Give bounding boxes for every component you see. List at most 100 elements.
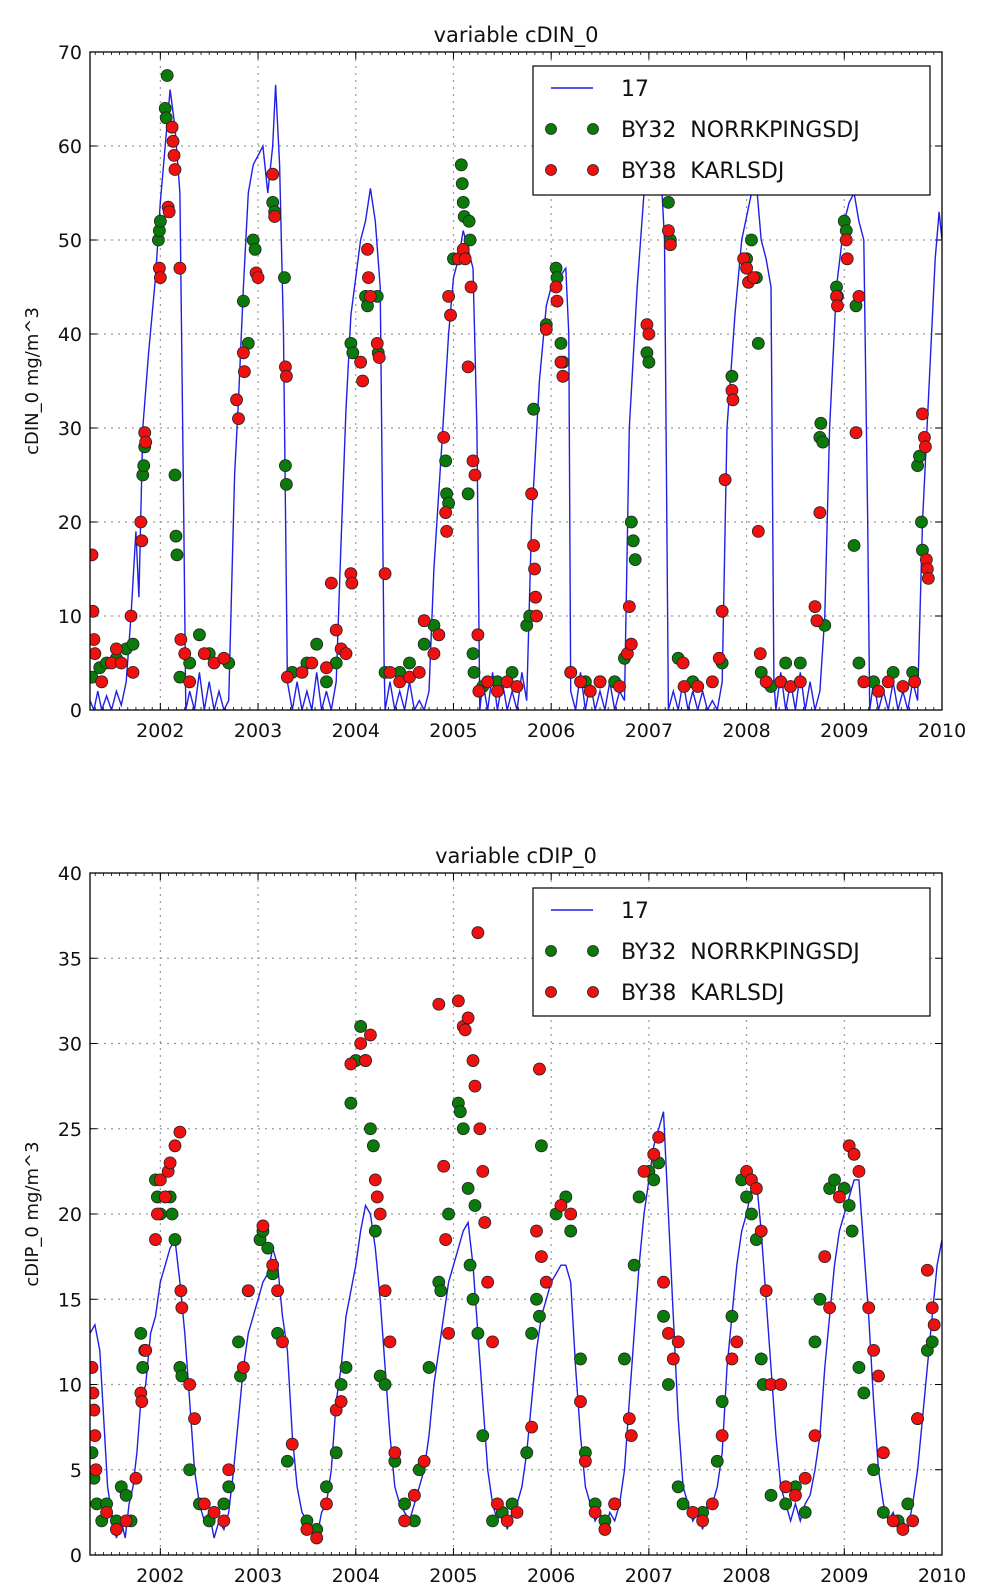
point-by38 [857, 675, 871, 689]
point-by38 [663, 238, 677, 252]
point-by32 [160, 69, 174, 82]
point-by32 [852, 1361, 866, 1374]
point-by38 [256, 1219, 270, 1233]
axes-frame [89, 872, 943, 1556]
point-by38 [578, 1454, 592, 1468]
point-by38 [813, 506, 827, 519]
y-tick-label: 40 [58, 324, 82, 346]
point-by38 [774, 1378, 788, 1391]
point-by32 [847, 539, 861, 552]
point-by38 [183, 1378, 197, 1391]
point-by38 [178, 647, 192, 660]
point-by32 [627, 1258, 641, 1272]
point-by32 [279, 459, 292, 473]
point-by32 [657, 1309, 670, 1323]
point-by38 [921, 572, 935, 585]
legend-marker-swatch [545, 945, 557, 957]
point-by32 [368, 1224, 382, 1238]
point-by38 [624, 1429, 638, 1443]
point-by38 [808, 1429, 822, 1443]
point-by32 [217, 1497, 231, 1511]
point-by38 [908, 675, 922, 689]
point-by38 [927, 1318, 941, 1332]
point-by38 [715, 604, 729, 618]
point-by38 [530, 1224, 543, 1238]
point-by38 [468, 1079, 482, 1093]
y-tick-label: 10 [58, 1375, 82, 1397]
point-by38 [876, 1446, 890, 1460]
point-by38 [310, 1531, 324, 1545]
legend-marker-swatch [545, 986, 557, 998]
point-by32 [876, 1505, 890, 1519]
point-by32 [740, 1190, 753, 1204]
point-by32 [119, 1488, 133, 1502]
point-by32 [339, 1361, 353, 1374]
point-by38 [373, 1207, 387, 1221]
point-by38 [266, 167, 280, 181]
point-by38 [276, 1335, 289, 1349]
point-by38 [464, 280, 478, 294]
legend-marker-swatch [587, 945, 599, 957]
x-tick-label: 2009 [820, 720, 868, 742]
point-by38 [359, 1054, 372, 1067]
point-by38 [491, 1497, 504, 1511]
point-by38 [90, 548, 99, 562]
point-by38 [705, 1497, 719, 1511]
point-by32 [913, 449, 926, 463]
point-by38 [166, 134, 180, 148]
point-by38 [476, 1164, 490, 1178]
point-by32 [320, 1480, 333, 1494]
point-by38 [550, 294, 564, 308]
point-by38 [165, 120, 179, 134]
point-by32 [344, 1096, 358, 1110]
point-by32 [183, 1463, 197, 1477]
point-by38 [647, 1147, 661, 1161]
point-by38 [163, 1156, 177, 1170]
point-by38 [461, 1011, 475, 1025]
point-by38 [345, 576, 359, 590]
point-by38 [168, 1139, 182, 1153]
point-by32 [845, 1224, 859, 1238]
point-by38 [530, 609, 543, 623]
point-by38 [588, 1505, 602, 1519]
point-by38 [427, 647, 441, 660]
y-tick-label: 10 [58, 606, 82, 628]
point-by32 [813, 1292, 827, 1306]
point-by32 [725, 1309, 739, 1323]
point-by32 [463, 1258, 477, 1272]
point-by32 [476, 1429, 490, 1443]
point-by38 [725, 1352, 739, 1366]
point-by38 [266, 1258, 280, 1272]
point-by38 [833, 1190, 846, 1204]
point-by32 [642, 355, 656, 369]
point-by32 [793, 656, 807, 670]
point-by38 [444, 308, 457, 322]
legend-label: BY38 KARLSDJ [621, 981, 784, 1006]
legend-marker-swatch [545, 123, 557, 135]
point-by38 [686, 1505, 700, 1519]
point-by32 [455, 177, 469, 191]
point-by32 [248, 242, 262, 256]
point-by32 [168, 1233, 182, 1246]
point-by38 [554, 355, 568, 369]
point-by38 [478, 1216, 492, 1229]
y-axis-label: cDIN_0 mg/m^3 [22, 307, 43, 455]
point-by32 [715, 1395, 729, 1408]
point-by38 [90, 1361, 99, 1374]
point-by38 [364, 1028, 377, 1042]
point-by38 [486, 1335, 499, 1349]
point-by38 [726, 393, 740, 407]
point-by38 [217, 1514, 231, 1528]
point-by38 [126, 666, 140, 679]
point-by38 [539, 1275, 553, 1289]
point-by32 [798, 1505, 812, 1519]
point-by38 [251, 271, 265, 285]
x-tick-label: 2003 [234, 720, 282, 742]
point-by32 [554, 336, 568, 350]
point-by32 [364, 1122, 377, 1136]
point-by38 [554, 1199, 568, 1212]
point-by38 [759, 675, 773, 689]
point-by38 [564, 1207, 578, 1221]
point-by32 [403, 656, 416, 670]
point-by38 [361, 242, 374, 256]
